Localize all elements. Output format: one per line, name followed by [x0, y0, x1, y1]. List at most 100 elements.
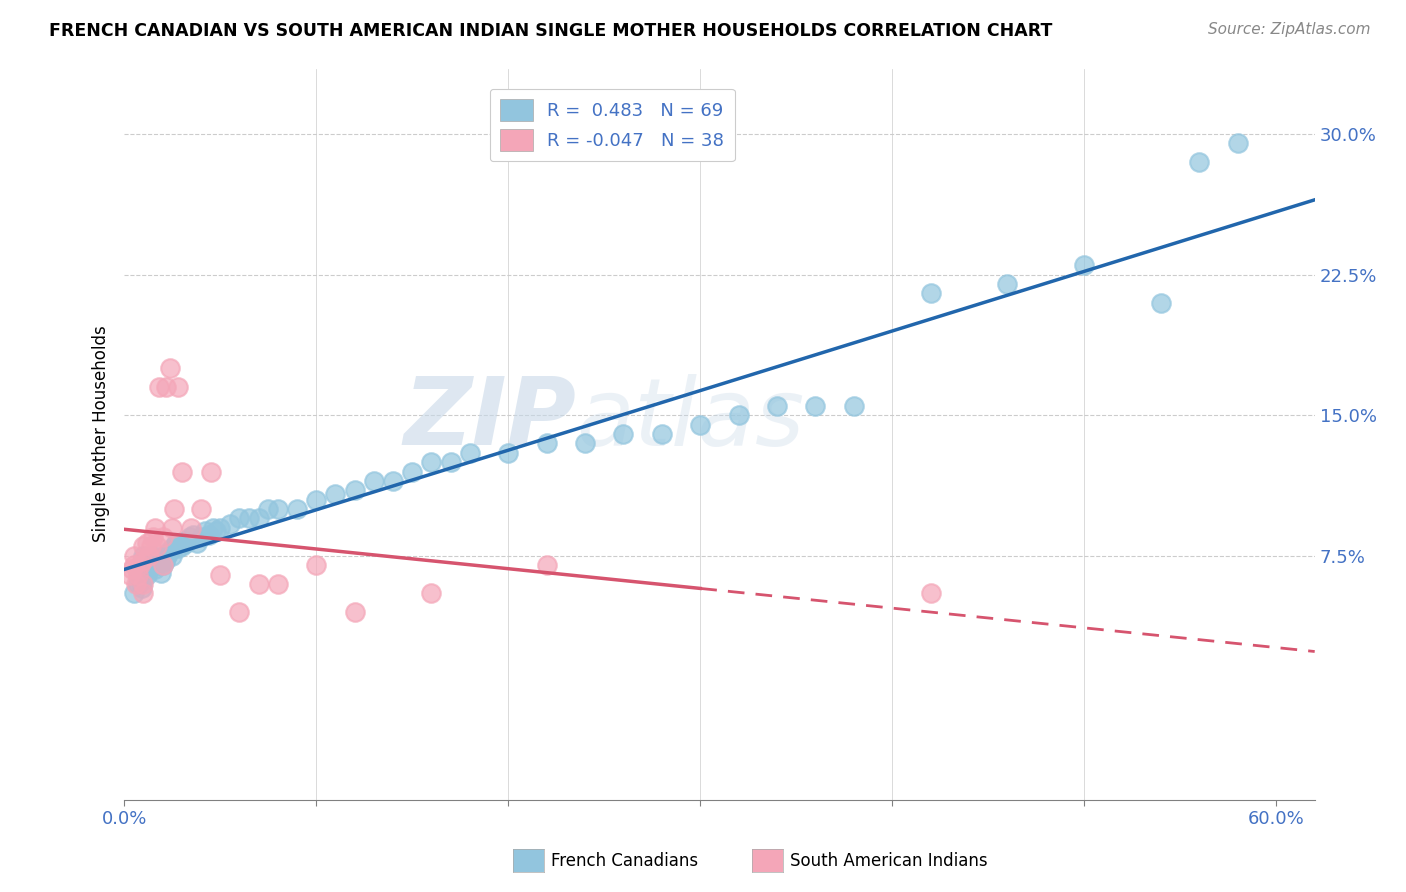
Point	[121, 562, 143, 576]
Point	[190, 530, 212, 544]
Point	[167, 380, 190, 394]
Point	[153, 554, 176, 568]
Point	[766, 399, 789, 413]
Point	[1073, 258, 1095, 272]
Point	[201, 521, 224, 535]
Point	[363, 474, 385, 488]
Point	[170, 540, 193, 554]
Point	[136, 535, 159, 549]
Point	[174, 535, 197, 549]
Point	[382, 474, 405, 488]
Point	[160, 549, 183, 563]
Text: atlas: atlas	[576, 374, 804, 465]
Point	[842, 399, 865, 413]
Point	[125, 577, 148, 591]
Point	[305, 558, 328, 573]
Point	[132, 586, 155, 600]
Text: ZIP: ZIP	[404, 374, 576, 466]
Point	[804, 399, 827, 413]
Point	[152, 558, 174, 573]
Point	[173, 533, 195, 548]
Point	[138, 549, 160, 563]
Point	[127, 567, 149, 582]
Point	[163, 540, 186, 554]
Point	[160, 521, 183, 535]
Point	[1226, 136, 1249, 151]
Point	[167, 541, 190, 556]
Point	[200, 465, 222, 479]
Point	[496, 446, 519, 460]
Point	[131, 581, 153, 595]
Point	[197, 528, 219, 542]
Point	[170, 465, 193, 479]
Point	[190, 502, 212, 516]
Point	[132, 540, 155, 554]
Point	[152, 549, 174, 563]
Point	[146, 558, 169, 573]
Point	[149, 566, 172, 580]
Point	[122, 586, 145, 600]
Point	[325, 487, 347, 501]
Point	[285, 502, 308, 516]
Point	[128, 567, 150, 582]
Point	[148, 554, 170, 568]
Point	[142, 530, 165, 544]
Point	[343, 605, 366, 619]
Point	[143, 521, 166, 535]
Point	[257, 502, 280, 516]
Point	[186, 535, 208, 549]
Point	[209, 567, 232, 582]
Point	[128, 558, 150, 573]
Point	[458, 446, 481, 460]
Point	[267, 502, 290, 516]
Point	[127, 577, 149, 591]
Point	[536, 436, 558, 450]
Point	[131, 554, 153, 568]
Point	[146, 540, 169, 554]
Text: French Canadians: French Canadians	[551, 852, 699, 870]
Legend: R =  0.483   N = 69, R = -0.047   N = 38: R = 0.483 N = 69, R = -0.047 N = 38	[489, 88, 735, 161]
Point	[132, 577, 155, 591]
Point	[183, 528, 205, 542]
Point	[228, 605, 250, 619]
Point	[1188, 155, 1211, 169]
Point	[165, 535, 187, 549]
Point	[143, 562, 166, 576]
Point	[218, 516, 240, 531]
Point	[267, 577, 290, 591]
Point	[920, 286, 942, 301]
Point	[163, 502, 186, 516]
Point	[689, 417, 711, 432]
Point	[159, 361, 181, 376]
Point	[179, 530, 201, 544]
Point	[132, 558, 155, 573]
Point	[920, 586, 942, 600]
Point	[247, 577, 270, 591]
Point	[132, 573, 155, 587]
Point	[155, 550, 177, 565]
Point	[142, 549, 165, 563]
Point	[122, 549, 145, 563]
Point	[440, 455, 463, 469]
Text: South American Indians: South American Indians	[790, 852, 988, 870]
Point	[401, 465, 423, 479]
Point	[536, 558, 558, 573]
Point	[194, 524, 217, 539]
Point	[138, 562, 160, 576]
Point	[651, 427, 673, 442]
Point	[420, 586, 443, 600]
Point	[136, 567, 159, 582]
Point	[209, 521, 232, 535]
Point	[152, 558, 174, 573]
Point	[122, 558, 145, 573]
Point	[205, 524, 228, 539]
Point	[180, 521, 202, 535]
Text: FRENCH CANADIAN VS SOUTH AMERICAN INDIAN SINGLE MOTHER HOUSEHOLDS CORRELATION CH: FRENCH CANADIAN VS SOUTH AMERICAN INDIAN…	[49, 22, 1053, 40]
Point	[132, 549, 155, 563]
Point	[574, 436, 596, 450]
Point	[155, 380, 177, 394]
Point	[152, 530, 174, 544]
Point	[1150, 295, 1173, 310]
Point	[305, 492, 328, 507]
Point	[148, 380, 170, 394]
